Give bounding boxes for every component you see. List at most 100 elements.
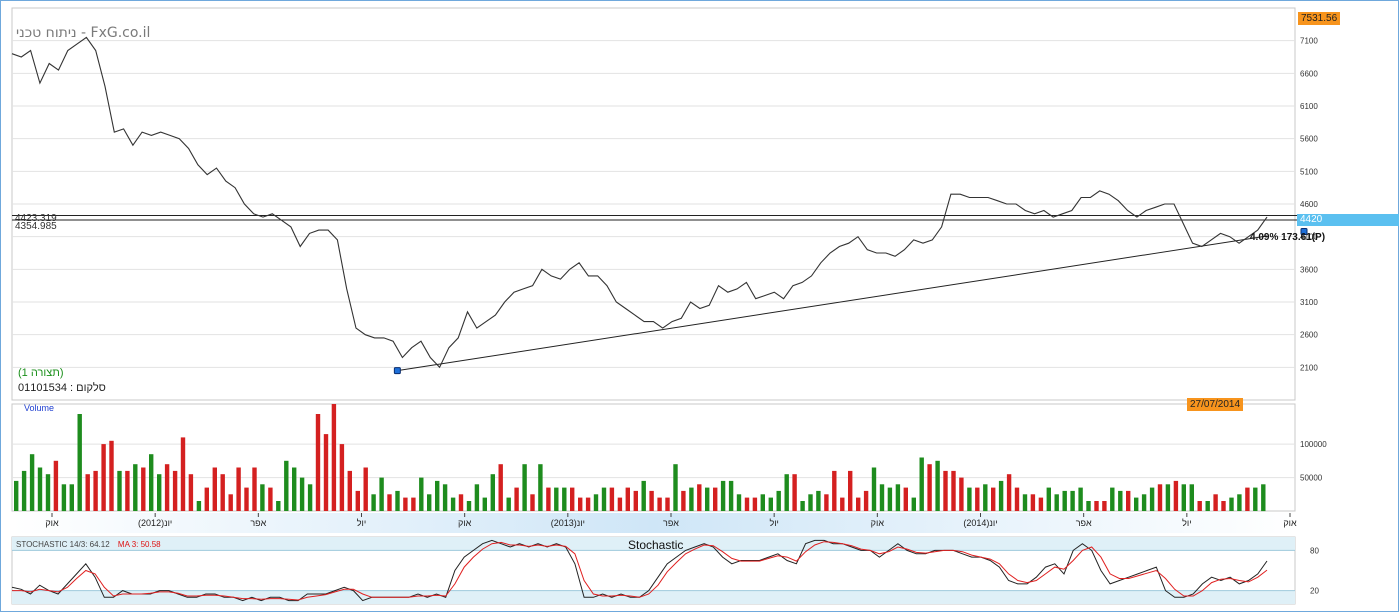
volume-bar — [284, 460, 289, 511]
date-axis-label: אוק — [45, 518, 59, 528]
volume-bar — [609, 487, 615, 511]
date-axis-label: יול — [769, 518, 778, 528]
volume-bar — [1134, 497, 1139, 511]
volume-bar — [991, 487, 996, 511]
volume-bar — [808, 494, 813, 511]
hline-lower-label: 4354.985 — [15, 221, 57, 232]
volume-bar — [816, 490, 821, 511]
price-y-tick: 4100 — [1300, 233, 1318, 242]
watermark: ניתוח טכני - FxG.co.il — [16, 25, 151, 41]
volume-bar — [450, 497, 456, 511]
date-axis-label: יונ(2014) — [963, 518, 997, 528]
volume-bar — [1038, 497, 1044, 511]
volume-bar — [1149, 487, 1155, 511]
volume-bar — [871, 467, 877, 511]
volume-bar — [1070, 490, 1075, 511]
volume-bar — [188, 474, 194, 511]
volume-bar — [299, 477, 305, 511]
volume-bar — [554, 487, 559, 511]
volume-bar — [546, 487, 551, 511]
date-axis-label: יול — [357, 518, 366, 528]
volume-bar — [77, 414, 82, 511]
volume-bar — [1205, 501, 1210, 511]
volume-bar — [1229, 497, 1234, 511]
date-axis-label: יונ(2013) — [551, 518, 585, 528]
volume-bar — [1118, 490, 1123, 511]
volume-bar — [498, 464, 503, 511]
volume-bar — [911, 497, 916, 511]
volume-bar — [347, 470, 352, 511]
stochastic-legend-ma: MA 3: 50.58 — [117, 540, 161, 549]
volume-bar — [172, 470, 178, 511]
volume-bar — [53, 460, 59, 511]
date-axis-label: יול — [1182, 518, 1191, 528]
stochastic-y-tick: 20 — [1310, 587, 1319, 596]
volume-bar — [943, 470, 948, 511]
volume-bar — [1165, 484, 1171, 512]
volume-bar — [760, 494, 765, 511]
volume-bar — [260, 484, 265, 512]
volume-bar — [212, 467, 217, 511]
last-price-badge: 7531.56 — [1298, 12, 1341, 25]
volume-bar — [665, 497, 670, 511]
volume-bar — [1197, 501, 1202, 511]
volume-bar — [117, 470, 122, 511]
volume-bar — [840, 497, 845, 511]
price-y-tick: 5100 — [1300, 167, 1318, 176]
volume-bar — [1062, 490, 1067, 511]
volume-bar — [983, 484, 988, 512]
volume-bar — [244, 487, 249, 511]
volume-bar — [506, 497, 511, 511]
volume-bar — [689, 487, 694, 511]
price-line — [11, 36, 1268, 369]
date-axis-label: אוק — [871, 518, 885, 528]
stochastic-legend: STOCHASTIC 14/3: 64.12 MA 3: 50.58 — [16, 540, 161, 549]
volume-bar — [1189, 484, 1194, 512]
trendline-label: 4.09% 173.61(P) — [1250, 232, 1326, 243]
volume-bar — [1086, 501, 1091, 511]
volume-bar — [578, 497, 583, 511]
volume-bar — [69, 484, 74, 512]
volume-bar — [800, 501, 805, 511]
date-axis-label: אפר — [1076, 518, 1092, 528]
volume-bar — [625, 487, 630, 511]
volume-bar — [228, 494, 233, 511]
volume-bar — [570, 487, 575, 511]
price-y-tick: 7100 — [1300, 37, 1318, 46]
volume-bar — [323, 434, 329, 511]
date-axis-label: אפר — [250, 518, 266, 528]
volume-bar — [490, 474, 495, 511]
volume-bar — [93, 470, 98, 511]
volume-bar — [220, 474, 225, 511]
volume-bar — [768, 497, 773, 511]
volume-bar — [411, 497, 416, 511]
volume-bar — [427, 494, 432, 511]
volume-bar — [403, 497, 408, 511]
volume-bar — [1157, 484, 1163, 512]
volume-bar — [538, 464, 543, 511]
volume-bar — [998, 480, 1004, 511]
volume-bar — [959, 477, 964, 511]
volume-bar — [45, 474, 51, 511]
volume-bar — [268, 487, 273, 511]
volume-bar — [14, 480, 19, 511]
volume-bar — [593, 494, 599, 511]
volume-bar — [466, 501, 472, 511]
volume-bar — [824, 494, 829, 511]
stochastic-overbought-band — [12, 537, 1295, 551]
volume-bar — [180, 437, 186, 511]
price-y-tick: 2100 — [1300, 363, 1318, 372]
volume-bar — [1022, 494, 1028, 511]
volume-bar — [776, 490, 781, 511]
volume-bar — [792, 474, 797, 511]
volume-bar — [657, 497, 662, 511]
volume-bar — [157, 474, 162, 511]
volume-bar — [1221, 501, 1226, 511]
volume-bar — [101, 444, 106, 511]
volume-bar — [514, 487, 519, 511]
volume-bar — [1261, 484, 1266, 512]
volume-bar — [744, 497, 750, 511]
trendline-anchor-start — [393, 367, 401, 375]
volume-bar — [681, 490, 686, 511]
